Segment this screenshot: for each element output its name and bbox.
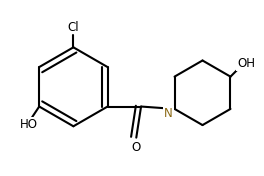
Text: Cl: Cl <box>68 21 79 33</box>
Text: OH: OH <box>237 57 255 70</box>
Text: O: O <box>132 141 141 154</box>
Text: HO: HO <box>20 118 37 131</box>
Text: N: N <box>164 107 173 120</box>
